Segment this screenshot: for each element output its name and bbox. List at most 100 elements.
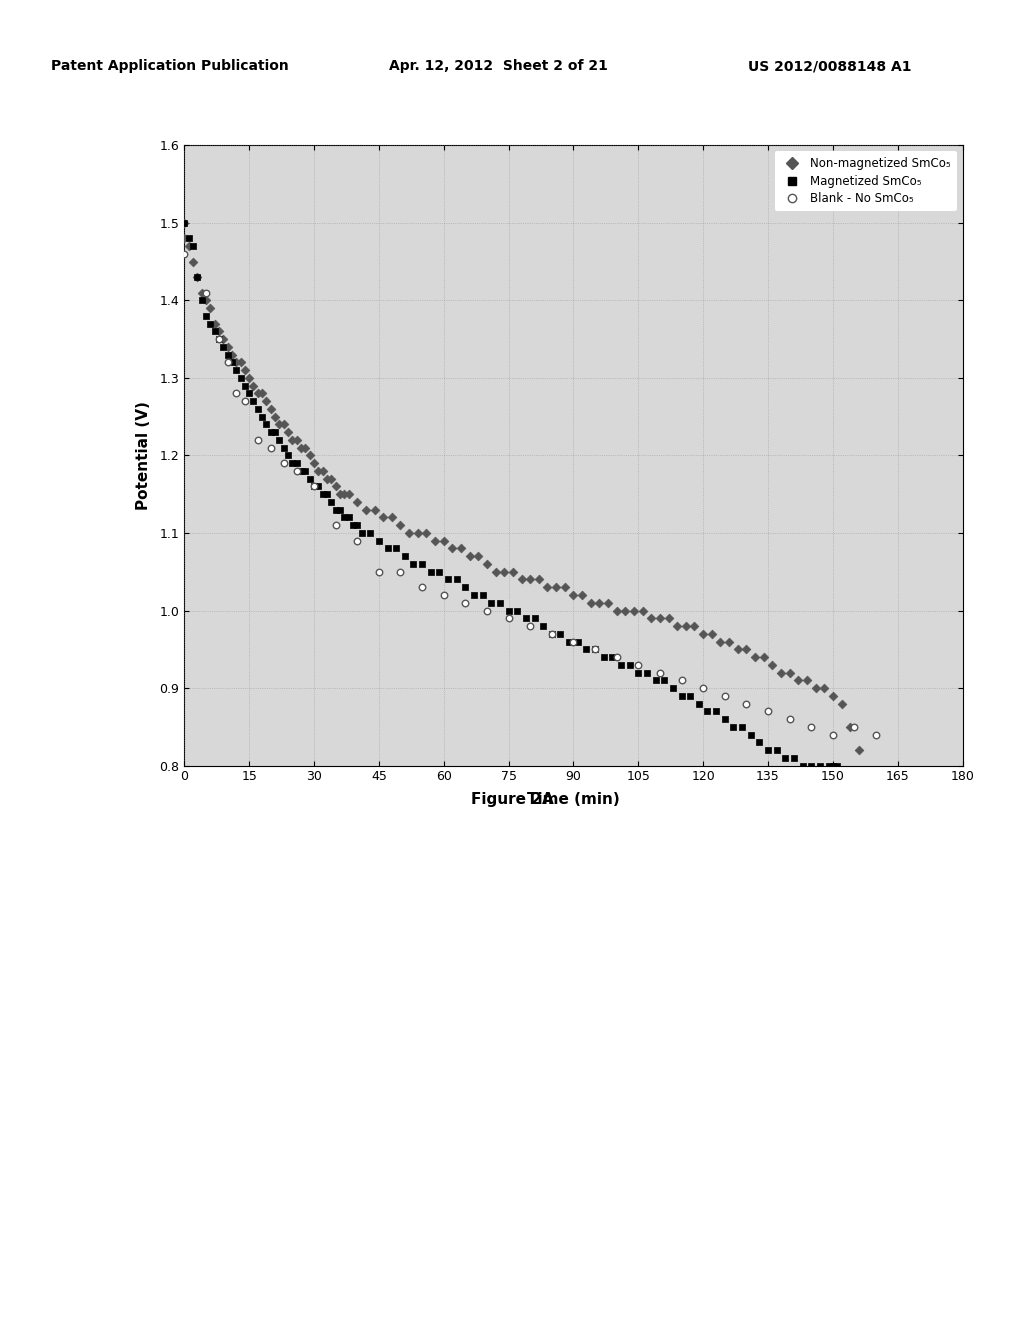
Point <box>318 469 335 490</box>
Point <box>721 631 737 652</box>
Point <box>228 359 245 380</box>
Point <box>526 607 543 628</box>
Point <box>211 329 227 350</box>
Point <box>396 545 413 566</box>
Point <box>258 391 274 412</box>
Point <box>518 607 535 628</box>
Point <box>310 477 327 498</box>
Point <box>306 477 323 498</box>
Point <box>474 585 490 606</box>
Point <box>198 282 214 304</box>
Point <box>479 599 496 622</box>
Point <box>280 445 296 466</box>
Point <box>842 717 858 738</box>
Point <box>392 561 409 582</box>
Point <box>785 747 802 768</box>
Text: Apr. 12, 2012  Sheet 2 of 21: Apr. 12, 2012 Sheet 2 of 21 <box>389 59 608 74</box>
Point <box>635 599 651 622</box>
Point <box>530 569 547 590</box>
Point <box>332 499 348 520</box>
Point <box>781 661 798 684</box>
Y-axis label: Potential (V): Potential (V) <box>136 401 152 510</box>
Point <box>457 593 473 614</box>
Point <box>349 531 366 552</box>
Point <box>198 305 214 326</box>
Point <box>496 561 512 582</box>
Point <box>824 685 841 706</box>
Point <box>418 523 434 544</box>
Point <box>228 351 245 372</box>
Point <box>690 693 707 714</box>
Point <box>202 313 218 334</box>
Point <box>211 321 227 342</box>
Point <box>332 483 348 504</box>
Point <box>384 507 400 528</box>
Point <box>189 267 206 288</box>
Point <box>275 453 292 474</box>
Point <box>215 337 231 358</box>
Point <box>262 437 279 458</box>
Text: Patent Application Publication: Patent Application Publication <box>51 59 289 74</box>
Point <box>180 227 197 248</box>
Point <box>176 213 193 234</box>
Point <box>734 717 751 738</box>
Point <box>357 499 374 520</box>
Point <box>271 429 288 450</box>
Point <box>846 717 862 738</box>
Point <box>453 539 469 560</box>
Point <box>851 739 867 760</box>
Point <box>764 655 780 676</box>
Point <box>540 577 556 598</box>
Point <box>250 383 266 404</box>
Point <box>492 593 508 614</box>
Point <box>250 399 266 420</box>
Point <box>228 383 245 404</box>
Point <box>483 593 500 614</box>
Point <box>328 499 344 520</box>
Point <box>781 709 798 730</box>
Point <box>293 461 309 482</box>
Point <box>202 297 218 318</box>
Point <box>669 615 685 636</box>
Point <box>267 421 284 442</box>
Point <box>647 669 664 690</box>
Point <box>237 359 253 380</box>
Point <box>630 655 646 676</box>
Point <box>773 661 790 684</box>
Point <box>708 701 724 722</box>
Point <box>803 755 819 776</box>
Point <box>289 429 305 450</box>
Point <box>328 515 344 536</box>
Point <box>752 731 768 752</box>
Point <box>674 669 690 690</box>
Point <box>375 507 391 528</box>
Point <box>301 445 317 466</box>
Point <box>768 739 784 760</box>
X-axis label: Time (min): Time (min) <box>527 792 620 807</box>
Point <box>725 717 741 738</box>
Point <box>505 561 521 582</box>
Point <box>340 507 356 528</box>
Point <box>254 407 270 428</box>
Point <box>738 639 755 660</box>
Point <box>410 523 426 544</box>
Point <box>608 599 625 622</box>
Point <box>289 453 305 474</box>
Point <box>777 747 794 768</box>
Point <box>280 421 296 442</box>
Point <box>328 477 344 498</box>
Point <box>215 329 231 350</box>
Point <box>180 235 197 256</box>
Point <box>371 561 387 582</box>
Point <box>254 383 270 404</box>
Point <box>803 717 819 738</box>
Point <box>513 569 529 590</box>
Point <box>301 469 317 490</box>
Point <box>345 515 361 536</box>
Point <box>176 213 193 234</box>
Point <box>431 561 447 582</box>
Point <box>189 267 206 288</box>
Point <box>699 701 716 722</box>
Point <box>587 639 603 660</box>
Point <box>695 623 712 644</box>
